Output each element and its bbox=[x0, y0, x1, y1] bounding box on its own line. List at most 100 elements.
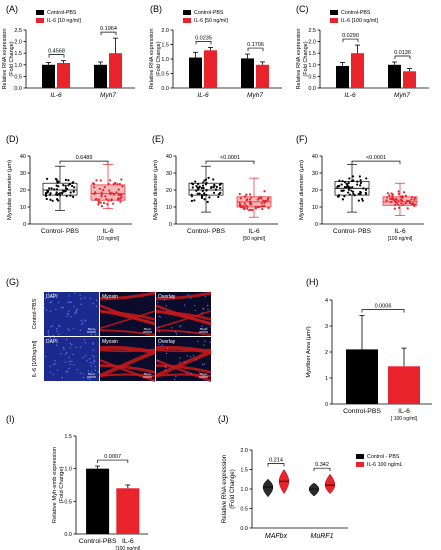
data-point bbox=[402, 203, 405, 207]
chart-panel: 0 10 20 30 40 Myotube diameter (µm) Control- P… bbox=[153, 154, 278, 242]
data-point bbox=[202, 181, 205, 184]
data-point bbox=[248, 193, 252, 196]
data-point bbox=[346, 191, 350, 194]
data-point bbox=[48, 193, 52, 196]
data-point bbox=[362, 187, 365, 190]
data-point bbox=[351, 190, 355, 193]
nucleus-dot bbox=[66, 370, 69, 373]
significance-bracket bbox=[361, 309, 405, 313]
data-point bbox=[203, 192, 206, 195]
nucleus-dot bbox=[92, 362, 94, 364]
nucleus-dot bbox=[189, 356, 191, 358]
y-tick-label: 0.5 bbox=[161, 72, 169, 78]
nucleus-dot bbox=[57, 333, 60, 335]
y-axis-label: Myotube diameter (µm) bbox=[153, 160, 159, 220]
bar bbox=[42, 64, 55, 88]
channel-label: Myosin bbox=[102, 339, 118, 345]
panel-label: (F) bbox=[296, 134, 308, 144]
nucleus-dot bbox=[75, 310, 77, 313]
nucleus-dot bbox=[71, 360, 73, 363]
y-tick-label: 0 bbox=[169, 222, 172, 228]
nucleus-dot bbox=[206, 327, 208, 329]
nucleus-dot bbox=[68, 360, 71, 363]
y-tick-label: 10 bbox=[166, 205, 172, 211]
data-point bbox=[266, 198, 270, 201]
data-point bbox=[212, 191, 216, 194]
nucleus-dot bbox=[54, 360, 56, 362]
nucleus-dot bbox=[94, 369, 97, 372]
legend-entry: Control-PBS bbox=[194, 10, 224, 16]
data-point bbox=[386, 196, 389, 199]
data-point bbox=[64, 184, 67, 187]
nucleus-dot bbox=[53, 337, 56, 339]
significance-bracket bbox=[267, 463, 285, 467]
data-point bbox=[364, 191, 367, 194]
data-point bbox=[190, 193, 193, 196]
significance-bracket bbox=[97, 459, 129, 464]
legend-entry: Control-PBS bbox=[47, 10, 77, 16]
data-point bbox=[205, 189, 208, 192]
data-point bbox=[254, 207, 258, 210]
nucleus-dot bbox=[92, 349, 95, 351]
data-point bbox=[401, 195, 404, 198]
data-point bbox=[239, 197, 242, 200]
nucleus-dot bbox=[166, 347, 169, 349]
x-category-label: Control- PBS bbox=[333, 228, 372, 235]
data-point bbox=[391, 195, 394, 198]
nucleus-dot bbox=[164, 365, 166, 367]
p-value-label: 0.1964 bbox=[100, 26, 117, 32]
data-point bbox=[218, 183, 221, 187]
nucleus-dot bbox=[92, 302, 94, 305]
nucleus-dot bbox=[158, 330, 161, 333]
nucleus-dot bbox=[161, 344, 163, 346]
data-point bbox=[198, 185, 201, 188]
myotube-fiber bbox=[99, 373, 156, 378]
data-point bbox=[117, 193, 120, 196]
nucleus-dot bbox=[205, 328, 207, 330]
y-tick-label: 1 bbox=[325, 376, 328, 382]
data-point bbox=[117, 197, 120, 200]
nucleus-dot bbox=[203, 380, 206, 382]
data-point bbox=[67, 179, 70, 182]
data-point bbox=[71, 184, 74, 188]
nucleus-dot bbox=[158, 343, 160, 345]
x-category-label: IL-6 bbox=[122, 538, 134, 545]
nucleus-dot bbox=[194, 304, 196, 307]
data-point bbox=[356, 183, 359, 186]
nucleus-dot bbox=[45, 309, 48, 311]
bar bbox=[189, 57, 202, 88]
data-point bbox=[340, 183, 343, 186]
nucleus-dot bbox=[204, 295, 206, 298]
data-point bbox=[113, 193, 116, 196]
nucleus-dot bbox=[68, 295, 70, 297]
nucleus-dot bbox=[80, 303, 82, 306]
myotube-fiber bbox=[155, 364, 212, 374]
p-value-label: 0.0290 bbox=[342, 33, 359, 39]
data-point bbox=[197, 188, 200, 191]
data-point bbox=[61, 189, 65, 192]
legend-swatch bbox=[356, 454, 364, 459]
x-category-label: IL-6 bbox=[248, 228, 260, 235]
myotube-fiber bbox=[155, 310, 212, 330]
nucleus-dot bbox=[97, 371, 100, 373]
data-point bbox=[213, 183, 216, 187]
nucleus-dot bbox=[86, 360, 88, 362]
data-point bbox=[202, 187, 205, 190]
nucleus-dot bbox=[202, 363, 204, 366]
y-tick-label: 2.0 bbox=[161, 28, 169, 34]
panel-label: (A) bbox=[6, 4, 18, 14]
data-point bbox=[408, 199, 411, 203]
nucleus-dot bbox=[75, 346, 77, 349]
data-point bbox=[406, 199, 409, 202]
data-point bbox=[95, 179, 98, 182]
myotube-fiber bbox=[99, 364, 156, 374]
data-point bbox=[200, 193, 204, 197]
p-value-label: <0.0001 bbox=[366, 155, 386, 161]
y-tick-label: 10 bbox=[20, 205, 26, 211]
microscopy-panel: Control-PBS DAPI 50μm Myosin 50μm Overlay 50μm… bbox=[32, 291, 212, 382]
data-point bbox=[397, 192, 400, 196]
data-point bbox=[348, 193, 352, 196]
y-tick-label: 0.0 bbox=[64, 532, 72, 538]
legend-swatch bbox=[183, 18, 191, 23]
